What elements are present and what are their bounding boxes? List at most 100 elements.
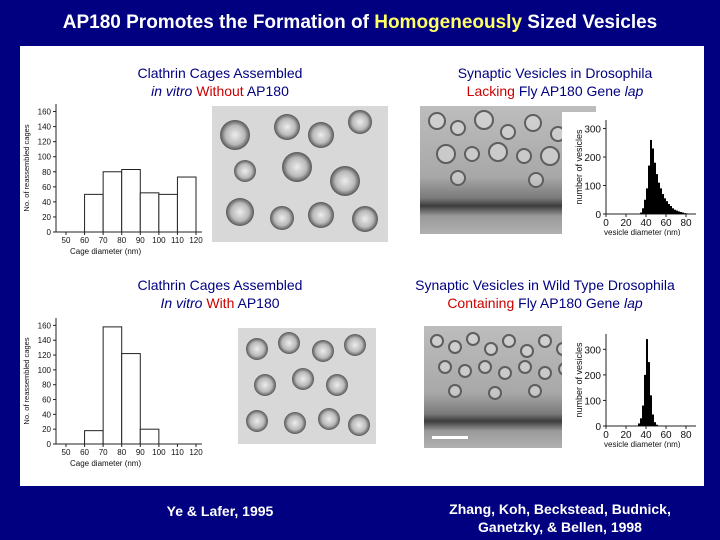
bar-44 [650,139,652,214]
y-tick-label: 200 [584,371,601,382]
bar-90-100 [139,428,160,445]
bar-38 [644,374,646,426]
bar-60 [666,201,668,214]
x-tick-label: 70 [99,448,108,457]
x-tick-label: 60 [80,448,89,457]
bar-110-120 [176,176,197,233]
title-highlight: Homogeneously [374,12,523,33]
bar-44 [650,395,652,426]
bar-72 [678,211,680,214]
scale-bar [432,436,468,439]
bar-76 [682,212,684,214]
x-axis-label: Cage diameter (nm) [70,247,141,256]
y-tick-label: 40 [42,198,51,207]
y-tick-label: 20 [42,213,51,222]
x-tick-label: 40 [640,430,652,441]
bar-78 [684,213,686,214]
x-tick-label: 80 [117,236,126,245]
bar-42 [648,165,650,214]
x-tick-label: 60 [660,218,672,229]
chart-background [562,112,704,236]
y-tick-label: 100 [38,153,52,162]
y-tick-label: 120 [38,351,52,360]
bar-50 [656,424,658,426]
y-tick-label: 0 [595,210,601,221]
caption-bottom-right: Synaptic Vesicles in Wild Type Drosophil… [380,276,710,312]
citation-right-line2: Ganetzky, & Bellen, 1998 [478,519,642,535]
em-photo-cages-with [238,328,376,444]
citation-right: Zhang, Koh, Beckstead, Budnick, Ganetzky… [400,500,720,536]
bar-80-90 [121,353,141,445]
bar-74 [680,212,682,214]
caption-line2: Lacking Fly AP180 Gene lap [466,83,644,99]
y-tick-label: 120 [38,138,52,147]
bar-38 [644,199,646,214]
x-tick-label: 70 [99,236,108,245]
y-axis-label: No. of reassembled cages [22,337,31,424]
y-tick-label: 0 [595,422,601,433]
y-tick-label: 300 [584,345,601,356]
bar-46 [652,414,654,426]
y-tick-label: 80 [42,168,51,177]
y-tick-label: 20 [42,425,51,434]
citation-right-line1: Zhang, Koh, Beckstead, Budnick, [449,501,671,517]
bar-60-70 [84,430,104,445]
x-tick-label: 90 [136,236,145,245]
em-photo-cages-without [212,106,388,242]
y-tick-label: 100 [38,366,52,375]
bar-100-110 [158,193,178,233]
caption-line1: Clathrin Cages Assembled [137,65,303,81]
x-tick-label: 50 [62,448,71,457]
bar-62 [668,204,670,214]
bar-34 [640,212,642,214]
caption-line1: Clathrin Cages Assembled [137,277,303,293]
bar-46 [652,148,654,214]
slide-title: AP180 Promotes the Formation of Homogene… [0,12,720,34]
x-tick-label: 60 [660,430,672,441]
y-tick-label: 140 [38,123,52,132]
bar-90-100 [139,192,160,233]
title-after: Sized Vesicles [522,12,658,33]
x-tick-label: 100 [152,236,166,245]
bar-36 [642,208,644,214]
x-tick-label: 0 [603,218,609,229]
caption-top-left: Clathrin Cages Assembled in vitro Withou… [100,64,340,100]
bar-40 [646,339,648,426]
y-tick-label: 0 [47,228,52,237]
x-tick-label: 20 [620,218,632,229]
bar-42 [648,362,650,426]
x-tick-label: 20 [620,430,632,441]
x-tick-label: 0 [603,430,609,441]
bar-40 [646,188,648,214]
caption-line1: Synaptic Vesicles in Wild Type Drosophil… [415,277,675,293]
y-axis-label: number of vesicles [574,129,584,205]
x-tick-label: 100 [152,448,166,457]
bar-70-80 [102,171,123,233]
bar-70 [676,210,678,214]
y-tick-label: 100 [584,396,601,407]
x-tick-label: 80 [680,430,692,441]
bar-56 [662,194,664,214]
x-axis-label: Cage diameter (nm) [70,459,141,468]
y-tick-label: 80 [42,381,51,390]
bar-50 [656,174,658,214]
x-tick-label: 110 [171,236,184,245]
x-tick-label: 80 [680,218,692,229]
bar-68 [674,209,676,214]
bar-52 [658,182,660,214]
caption-top-right: Synaptic Vesicles in Drosophila Lacking … [420,64,690,100]
bar-32 [638,423,640,426]
y-tick-label: 160 [38,108,52,117]
bar-34 [640,418,642,426]
x-tick-label: 80 [117,448,126,457]
bar-60-70 [84,193,104,233]
chart-background [562,326,704,448]
caption-line2: Containing Fly AP180 Gene lap [447,295,643,311]
bar-66 [672,208,674,214]
x-tick-label: 120 [189,448,203,457]
x-tick-label: 110 [171,448,184,457]
histogram-cages-with-ap180: 0 20 40 60 80 100 120 140 160 50 60 70 80 90 100 110 120… [22,318,203,468]
bar-80 [686,213,688,214]
bar-70-80 [102,326,123,445]
